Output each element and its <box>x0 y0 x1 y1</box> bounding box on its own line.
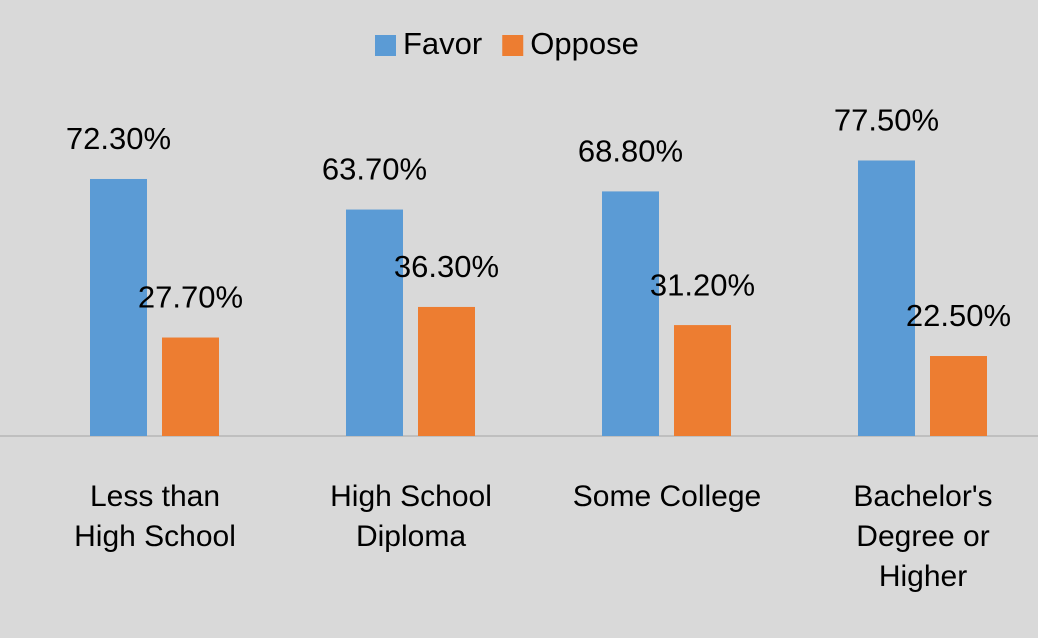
bar <box>930 356 987 436</box>
x-tick-label: High School Diploma <box>330 480 492 553</box>
legend-swatch <box>502 35 524 56</box>
bar <box>674 325 731 436</box>
legend-label: Oppose <box>530 26 639 61</box>
legend-swatch <box>375 35 396 56</box>
data-label: 31.20% <box>650 267 755 302</box>
data-label: 63.70% <box>322 152 427 187</box>
bar <box>162 337 219 436</box>
data-label: 22.50% <box>906 298 1011 333</box>
legend-label: Favor <box>403 26 482 61</box>
data-label: 68.80% <box>578 134 683 169</box>
data-label: 72.30% <box>66 121 171 156</box>
bar <box>858 160 915 437</box>
data-label: 36.30% <box>394 249 499 284</box>
data-label: 77.50% <box>834 103 939 138</box>
bar <box>418 306 475 436</box>
bar <box>90 178 147 436</box>
bar <box>346 209 403 436</box>
bar <box>602 191 659 436</box>
x-tick-label: Bachelor's Degree or Higher <box>853 480 993 593</box>
x-tick-label: Some College <box>572 480 762 513</box>
data-label: 27.70% <box>138 280 243 315</box>
x-tick-label: Less than High School <box>74 480 236 553</box>
